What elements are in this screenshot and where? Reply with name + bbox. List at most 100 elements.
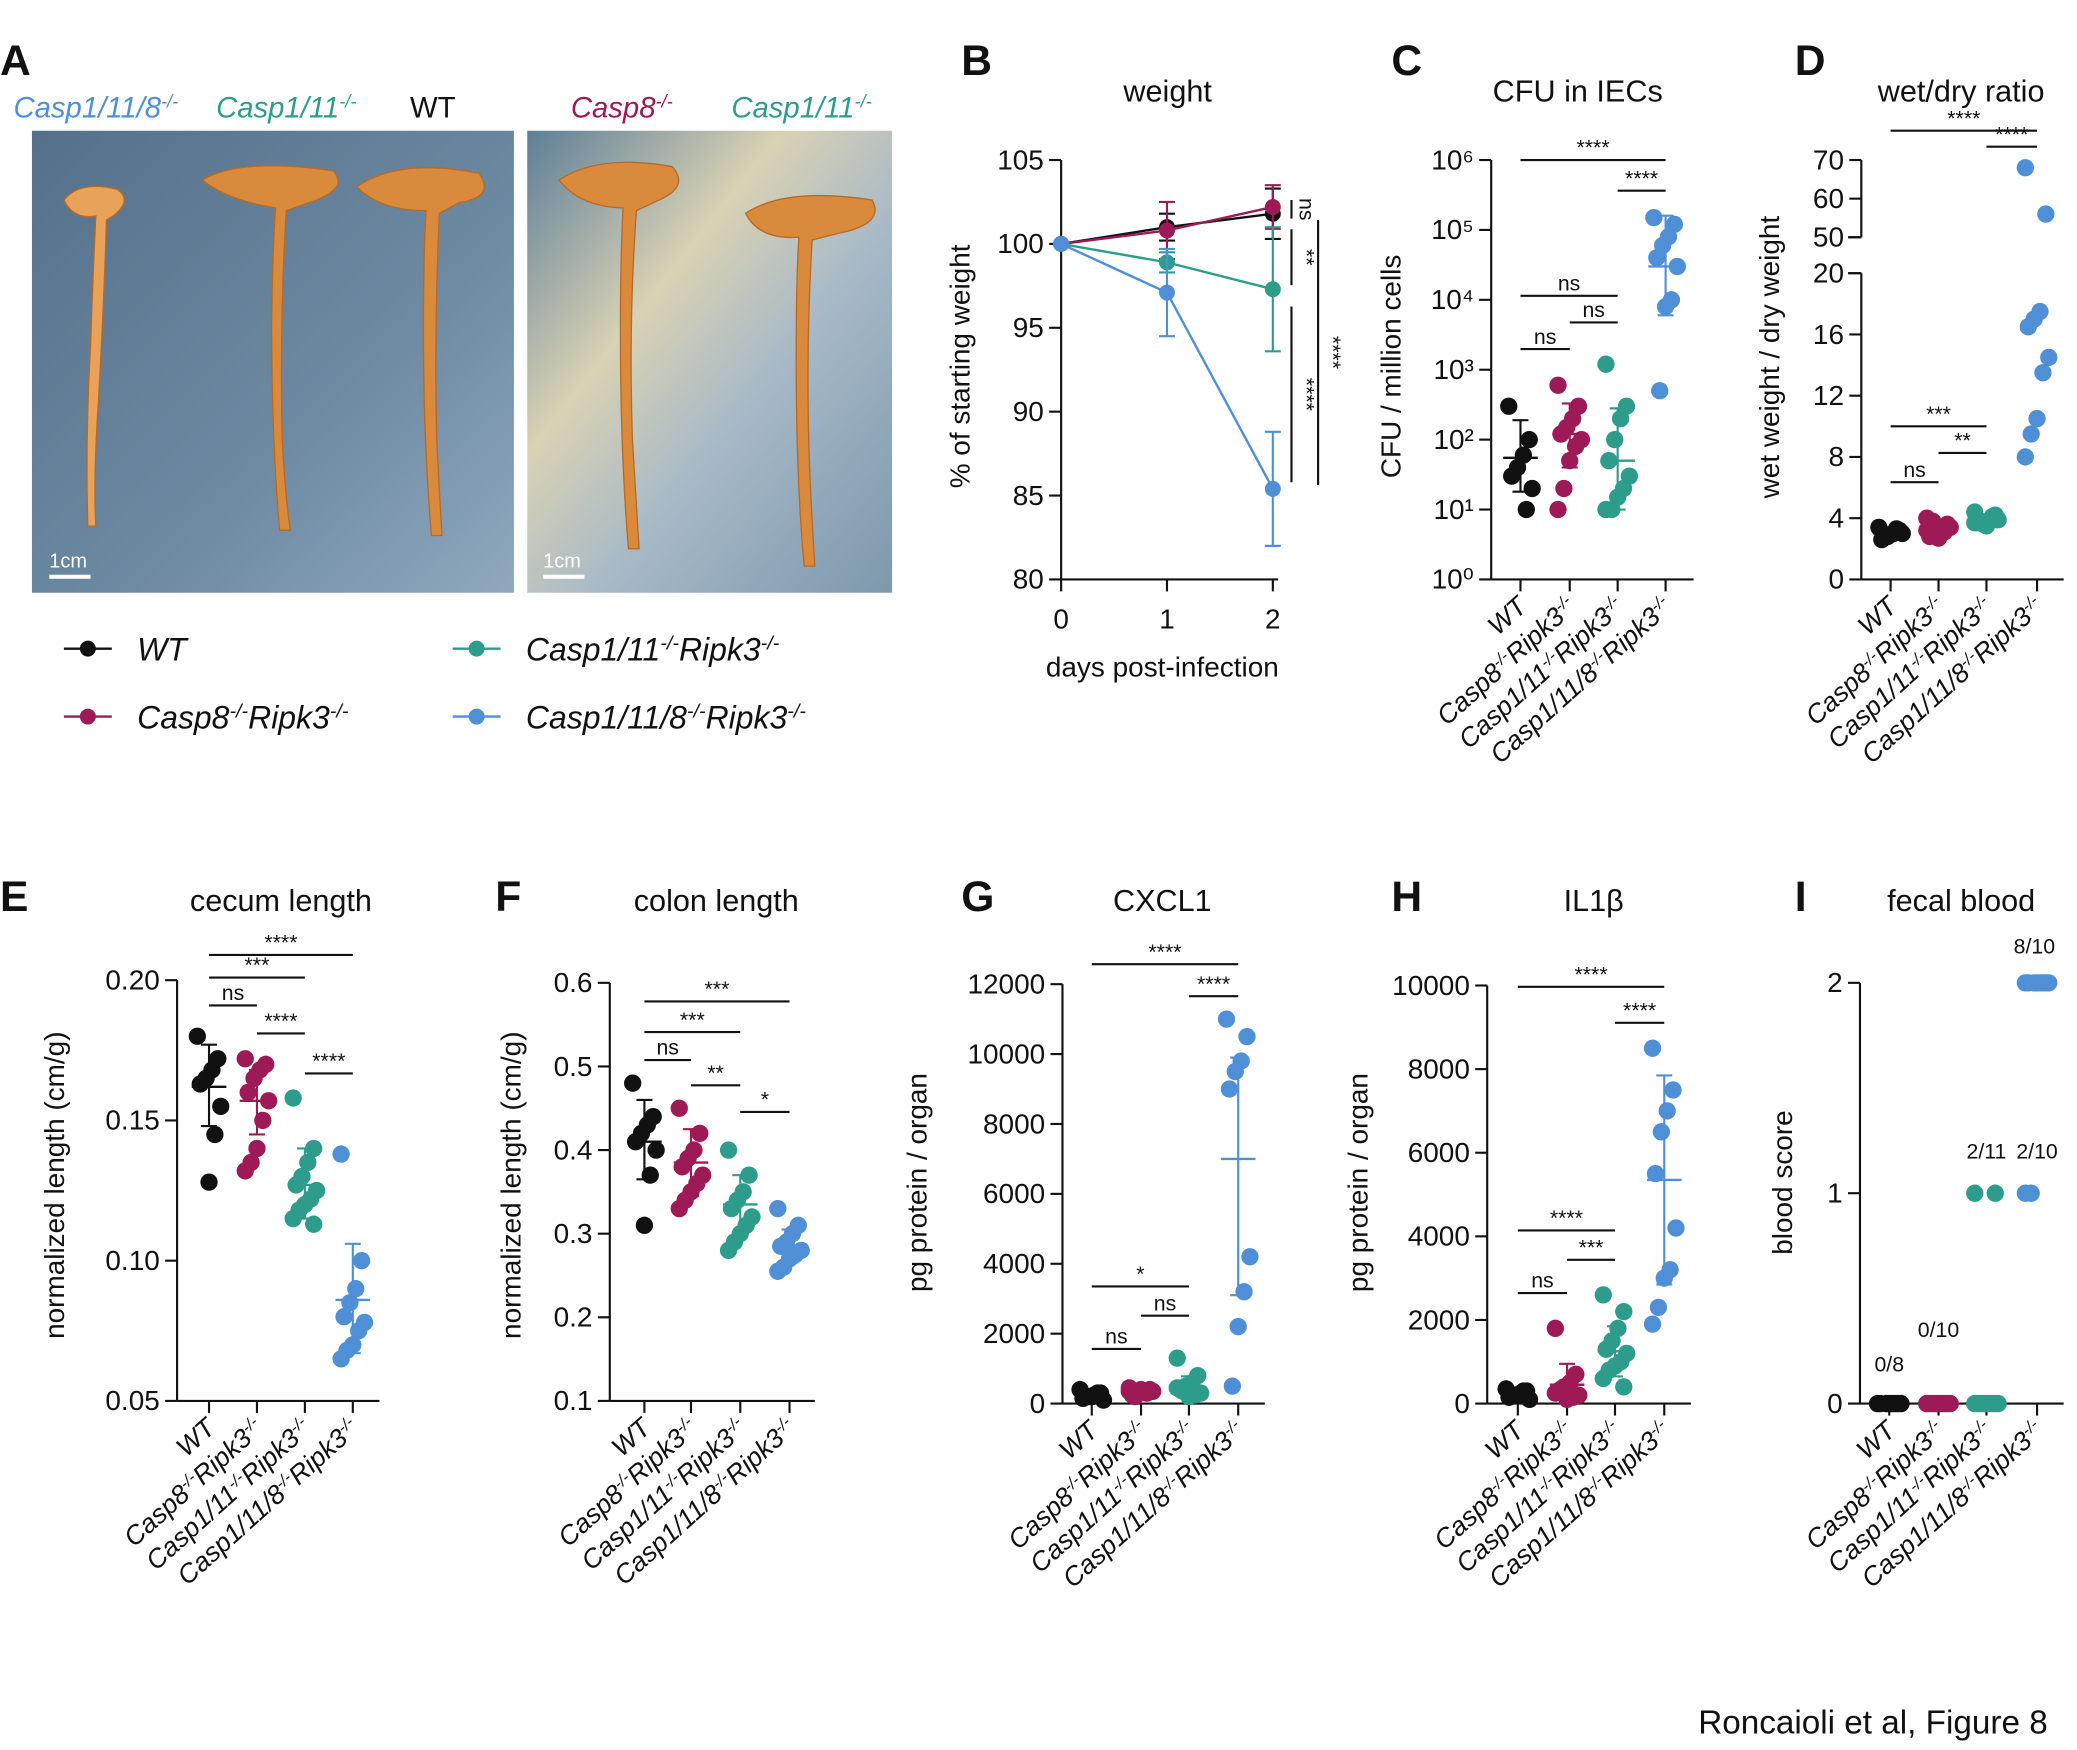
point [1880,1394,1898,1413]
legend-label: WT [137,632,189,668]
panel-letter: B [961,37,992,85]
point [305,1215,323,1233]
y-tick-label: 0 [1828,564,1844,595]
y-tick-label: 20 [1813,258,1844,289]
point [769,1262,787,1280]
y-tick-label: 8000 [1408,1053,1470,1084]
point [1229,1318,1247,1336]
y-axis-label: CFU / million cells [1376,255,1407,479]
panel-letter: H [1391,873,1422,921]
y-tick-label: 0.10 [105,1245,159,1276]
error-bar [1609,407,1626,511]
y-tick-label: 4000 [1408,1221,1470,1252]
point [1503,467,1521,485]
photo-label: Casp1/11-/- [731,91,871,124]
error-bar [1657,214,1674,317]
x-axis-label: days post-infection [1046,652,1279,683]
photo-label: Casp8-/- [571,91,673,124]
point [2022,425,2040,443]
error-bar [1230,1056,1247,1297]
error-bar [201,1043,218,1128]
error-bar [1559,1362,1576,1401]
point [1966,1184,1984,1202]
point [284,1209,302,1228]
y-tick-label: 50 [1813,222,1844,253]
point [673,1158,691,1176]
x-tick-label: 1 [1159,604,1175,635]
y-tick-label: 6000 [983,1178,1045,1209]
scale-bar-label: 1cm [49,550,87,572]
sig-label: ns [1154,1291,1177,1315]
point [1158,284,1175,301]
point [691,1124,709,1143]
sig-label: ns [1294,198,1318,220]
error-bar [781,1228,798,1265]
point [1594,1369,1612,1388]
sig-label: ns [1534,325,1557,349]
point [1546,1384,1565,1402]
sig-label: ns [1531,1269,1554,1293]
sig-label: *** [1579,1235,1604,1259]
point [1500,397,1518,415]
point [1053,235,1070,252]
point [350,1322,368,1340]
sig-label: ** [1954,429,1971,453]
point [1652,1123,1670,1141]
y-axis-label: pg protein / organ [902,1073,933,1292]
point [1597,355,1615,373]
point [332,1350,350,1368]
sig-label: ns [656,1036,679,1060]
y-tick-label: 95 [1013,312,1044,343]
y-tick-label: 10⁴ [1431,284,1474,315]
y-tick-label: 90 [1013,396,1044,427]
y-tick-label: 0 [1030,1388,1046,1419]
y-tick-label: 10⁶ [1431,144,1474,175]
point [2019,318,2037,336]
error-bar [1512,419,1529,493]
sig-label: **** [1294,378,1318,411]
point [332,1145,350,1163]
y-tick-label: 10⁵ [1431,214,1474,245]
y-tick-label: 0.3 [554,1218,593,1249]
sig-label: * [1136,1262,1144,1286]
point [248,1139,266,1158]
point [341,1294,359,1312]
point [624,1074,642,1092]
point [1646,1164,1665,1183]
sig-label: **** [1625,166,1658,190]
point [200,1173,218,1191]
y-axis-label: wet weight / dry weight [1754,216,1785,500]
sig-label: **** [264,1009,297,1033]
point [1664,1081,1682,1099]
point [2037,205,2055,223]
point [236,1162,254,1180]
point [1168,1349,1186,1367]
y-tick-label: 10³ [1433,354,1473,385]
y-tick-label: 0.5 [554,1051,593,1082]
point [1597,500,1615,519]
y-tick-label: 2000 [983,1318,1045,1349]
point [1566,437,1585,456]
error-bar [1509,1389,1526,1399]
panel-letter: F [495,873,521,921]
point [635,1216,654,1234]
point [245,1069,263,1088]
sig-label: *** [705,977,730,1001]
chart-title: IL1β [1564,884,1624,918]
chart-title: fecal blood [1887,884,2035,918]
point [1217,1010,1236,1028]
chart-title: cecum length [190,884,372,918]
point [284,1089,302,1107]
error-bar [1882,526,1899,541]
fraction-label: 2/10 [2016,1140,2058,1164]
sig-label: ns [1582,298,1605,322]
y-tick-label: 0.1 [554,1385,593,1416]
point [1966,514,1984,532]
point [1520,430,1538,449]
y-tick-label: 16 [1813,319,1844,350]
point [2028,974,2046,992]
y-tick-label: 105 [997,144,1044,175]
point [1264,281,1281,298]
